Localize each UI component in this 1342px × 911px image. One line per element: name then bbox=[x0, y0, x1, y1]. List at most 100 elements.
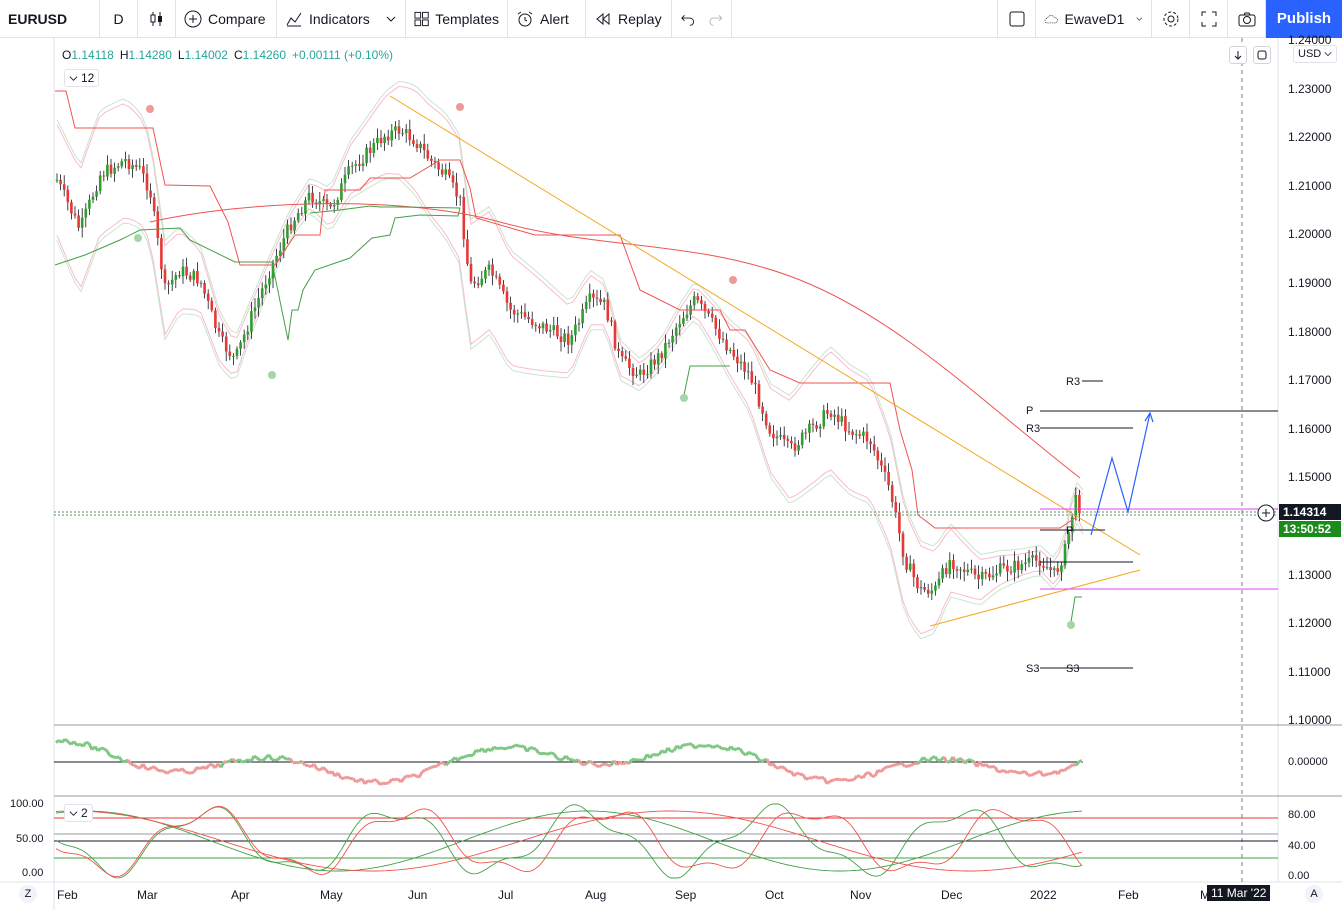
oscillator-segment bbox=[208, 762, 213, 767]
auto-scale-button[interactable]: A bbox=[1305, 885, 1323, 903]
oscillator-segment bbox=[670, 749, 675, 754]
candle-body bbox=[548, 330, 552, 332]
stoch-collapse-toggle[interactable]: 2 bbox=[64, 804, 93, 822]
chart-canvas[interactable] bbox=[0, 38, 1342, 911]
oscillator-segment bbox=[442, 761, 447, 767]
oscillator-segment bbox=[910, 762, 915, 767]
oscillator-segment bbox=[904, 764, 909, 769]
candle-body bbox=[988, 573, 991, 578]
candle-body bbox=[1002, 563, 1006, 566]
candle-body bbox=[361, 163, 365, 167]
candle-body bbox=[102, 175, 106, 177]
symbol-search[interactable]: EURUSD bbox=[0, 0, 100, 38]
time-axis-label: Oct bbox=[765, 888, 784, 902]
scroll-down-button[interactable] bbox=[1229, 46, 1247, 64]
candle-body bbox=[610, 320, 613, 322]
oscillator-segment bbox=[394, 777, 399, 782]
candle-body bbox=[1070, 516, 1074, 533]
candle-body bbox=[584, 301, 588, 310]
indicators-button[interactable]: Indicators bbox=[277, 0, 406, 38]
oscillator-segment bbox=[412, 773, 417, 778]
oscillator-segment bbox=[517, 744, 522, 748]
settings-button[interactable] bbox=[1152, 0, 1190, 38]
oscillator-segment bbox=[738, 747, 745, 755]
top-toolbar: EURUSD D Compare Indicators Templates Al… bbox=[0, 0, 1342, 38]
chart-type-button[interactable] bbox=[138, 0, 176, 38]
candle-body bbox=[887, 471, 890, 486]
alert-label: Alert bbox=[540, 10, 569, 27]
candle-body bbox=[977, 574, 980, 580]
candle-body bbox=[376, 137, 379, 144]
candle-body bbox=[426, 150, 430, 159]
redo-icon[interactable] bbox=[708, 11, 724, 27]
oscillator-segment bbox=[970, 758, 975, 764]
fullscreen-toggle[interactable] bbox=[998, 0, 1036, 38]
oscillator-segment bbox=[300, 760, 307, 767]
oscillator-segment bbox=[763, 757, 768, 762]
layout-button[interactable]: EwaveD1 bbox=[1036, 0, 1152, 38]
oscillator-segment bbox=[625, 760, 630, 765]
candle-body bbox=[440, 169, 444, 175]
publish-button[interactable]: Publish bbox=[1266, 0, 1342, 38]
oscillator-segment bbox=[274, 758, 279, 762]
oscillator-segment bbox=[729, 745, 736, 751]
camera-icon bbox=[1238, 12, 1255, 26]
candle-body bbox=[775, 436, 779, 439]
rewind-icon bbox=[596, 12, 610, 25]
trendline-upper[interactable] bbox=[389, 95, 1141, 556]
trendline-lower[interactable] bbox=[929, 569, 1141, 627]
price-axis-label: 1.12000 bbox=[1288, 616, 1332, 631]
indicators-collapse-toggle[interactable]: 12 bbox=[64, 69, 100, 87]
stoch-left-label: 50.00 bbox=[16, 833, 44, 845]
interval-button[interactable]: D bbox=[100, 0, 138, 38]
undo-icon[interactable] bbox=[680, 11, 695, 27]
maximize-pane-button[interactable] bbox=[1253, 46, 1271, 64]
oscillator-segment bbox=[355, 779, 360, 784]
signal-dot bbox=[1067, 621, 1075, 629]
candle-body bbox=[408, 129, 412, 141]
oscillator-segment bbox=[892, 763, 897, 767]
candle-body bbox=[206, 293, 210, 301]
zoom-reset-button[interactable]: Z bbox=[19, 885, 37, 903]
oscillator-segment bbox=[867, 771, 874, 778]
oscillator-segment bbox=[499, 746, 504, 750]
add-alert-plus[interactable] bbox=[1257, 504, 1275, 527]
projection-path[interactable] bbox=[1090, 412, 1151, 536]
oscillator-segment bbox=[136, 765, 141, 770]
candle-body bbox=[944, 568, 948, 575]
oscillator-segment bbox=[997, 769, 1002, 774]
chevron-down-icon bbox=[1136, 16, 1143, 21]
currency-selector[interactable]: USD bbox=[1293, 45, 1338, 63]
templates-button[interactable]: Templates bbox=[406, 0, 508, 38]
candle-body bbox=[422, 143, 426, 151]
oscillator-segment bbox=[385, 781, 390, 786]
candle-body bbox=[1042, 566, 1045, 568]
stoch-left-label: 100.00 bbox=[10, 798, 44, 810]
candle-body bbox=[250, 311, 253, 332]
interval-label: D bbox=[113, 10, 124, 27]
candle-body bbox=[138, 166, 142, 168]
oscillator-segment bbox=[525, 746, 532, 753]
candle-body bbox=[350, 165, 354, 167]
fullscreen-button[interactable] bbox=[1190, 0, 1228, 38]
candle-body bbox=[278, 250, 282, 256]
candle-body bbox=[134, 165, 138, 167]
candle-body bbox=[260, 288, 264, 298]
candle-body bbox=[1078, 494, 1081, 514]
oscillator-segment bbox=[444, 760, 451, 767]
candle-body bbox=[646, 374, 649, 376]
supertrend-green bbox=[54, 205, 461, 341]
oscillator-segment bbox=[276, 755, 283, 761]
snapshot-button[interactable] bbox=[1228, 0, 1266, 38]
candle-body bbox=[509, 302, 512, 310]
alert-button[interactable]: Alert bbox=[508, 0, 586, 38]
compare-button[interactable]: Compare bbox=[176, 0, 277, 38]
candle-body bbox=[743, 361, 746, 372]
time-axis-label: Apr bbox=[231, 888, 250, 902]
candle-body bbox=[404, 129, 408, 134]
templates-label: Templates bbox=[435, 10, 499, 27]
oscillator-segment bbox=[556, 757, 561, 762]
replay-button[interactable]: Replay bbox=[586, 0, 672, 38]
oscillator-segment bbox=[805, 776, 810, 781]
oscillator-segment bbox=[1072, 763, 1077, 767]
